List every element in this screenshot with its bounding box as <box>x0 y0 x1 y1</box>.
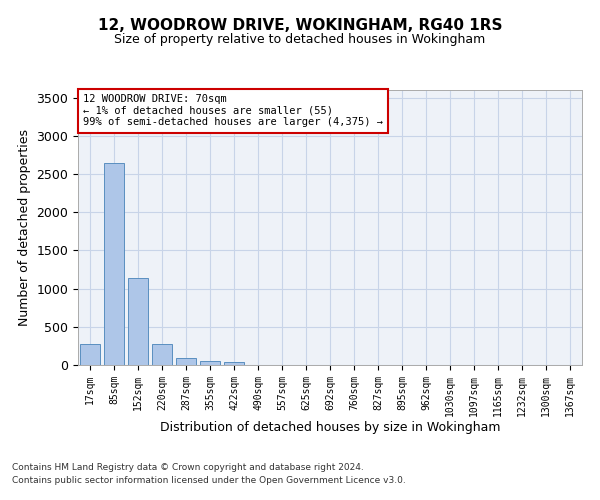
Text: 12, WOODROW DRIVE, WOKINGHAM, RG40 1RS: 12, WOODROW DRIVE, WOKINGHAM, RG40 1RS <box>98 18 502 32</box>
X-axis label: Distribution of detached houses by size in Wokingham: Distribution of detached houses by size … <box>160 422 500 434</box>
Bar <box>128 278 148 365</box>
Bar <box>176 358 196 365</box>
Bar <box>200 361 220 365</box>
Bar <box>152 344 172 365</box>
Y-axis label: Number of detached properties: Number of detached properties <box>18 129 31 326</box>
Text: Contains HM Land Registry data © Crown copyright and database right 2024.: Contains HM Land Registry data © Crown c… <box>12 464 364 472</box>
Bar <box>104 164 124 365</box>
Bar <box>224 362 244 365</box>
Text: Contains public sector information licensed under the Open Government Licence v3: Contains public sector information licen… <box>12 476 406 485</box>
Text: 12 WOODROW DRIVE: 70sqm
← 1% of detached houses are smaller (55)
99% of semi-det: 12 WOODROW DRIVE: 70sqm ← 1% of detached… <box>83 94 383 128</box>
Bar <box>80 344 100 365</box>
Text: Size of property relative to detached houses in Wokingham: Size of property relative to detached ho… <box>115 32 485 46</box>
